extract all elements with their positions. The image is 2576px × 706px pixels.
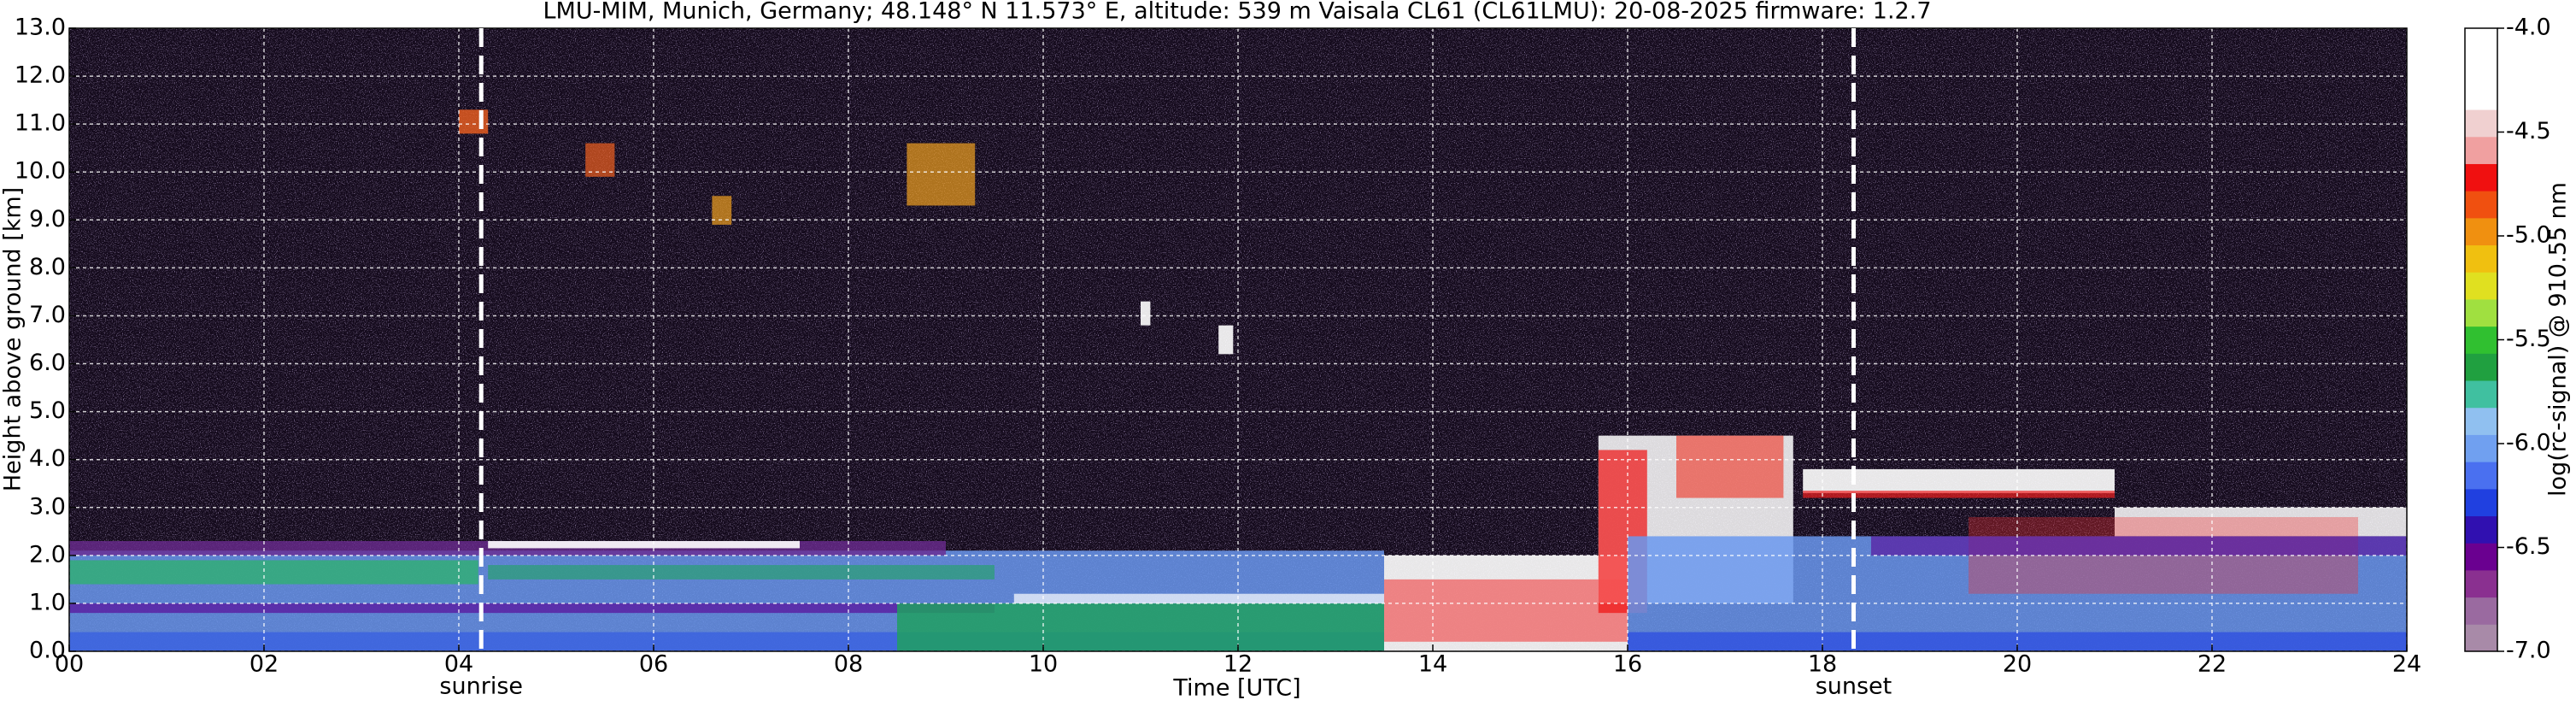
x-tick-label: 20 bbox=[2003, 651, 2032, 678]
y-tick-label: 4.0 bbox=[29, 445, 66, 472]
colorbar-tick-label: -6.5 bbox=[2506, 533, 2551, 560]
y-tick-label: 11.0 bbox=[15, 110, 66, 137]
cloud-layer bbox=[459, 109, 489, 134]
y-tick-label: 3.0 bbox=[29, 493, 66, 520]
y-tick-label: 13.0 bbox=[15, 15, 66, 41]
x-tick-label: 24 bbox=[2392, 651, 2421, 678]
cloud-layer bbox=[1384, 579, 1628, 642]
cloud-layer bbox=[712, 196, 732, 225]
x-axis-label: Time [UTC] bbox=[1172, 675, 1300, 702]
colorbar-tick-label: -5.5 bbox=[2506, 326, 2551, 352]
colorbar-segment bbox=[2465, 244, 2497, 273]
colorbar-segment bbox=[2465, 597, 2497, 625]
cloud-layer bbox=[1803, 468, 2115, 493]
cloud-layer bbox=[2115, 507, 2407, 537]
grid bbox=[68, 27, 2408, 652]
x-tick-label: 12 bbox=[1223, 651, 1253, 678]
chart-title: LMU-MIM, Munich, Germany; 48.148° N 11.5… bbox=[543, 0, 1931, 25]
colorbar-tick-label: -4.0 bbox=[2506, 15, 2551, 41]
colorbar-segment bbox=[2465, 353, 2497, 381]
y-tick-label: 8.0 bbox=[29, 254, 66, 280]
y-tick-label: 0.0 bbox=[29, 638, 66, 664]
colorbar-segment bbox=[2465, 217, 2497, 246]
x-tick-label: 06 bbox=[639, 651, 668, 678]
annotation-label: sunset bbox=[1816, 674, 1892, 700]
x-tick-label: 02 bbox=[249, 651, 279, 678]
cloud-layer bbox=[488, 541, 800, 549]
y-tick-label: 2.0 bbox=[29, 541, 66, 568]
cloud-layer bbox=[1013, 593, 1384, 603]
y-tick-label: 1.0 bbox=[29, 589, 66, 615]
x-tick-label: 10 bbox=[1029, 651, 1058, 678]
colorbar-segment bbox=[2465, 163, 2497, 191]
colorbar-segment bbox=[2465, 55, 2497, 83]
y-tick-label: 7.0 bbox=[29, 302, 66, 328]
x-tick-label: 14 bbox=[1418, 651, 1447, 678]
cloud-layer bbox=[69, 560, 478, 585]
colorbar-segment bbox=[2465, 434, 2497, 462]
colorbar-segment bbox=[2465, 298, 2497, 327]
cloud-layer bbox=[488, 565, 995, 580]
colorbar-segment bbox=[2465, 543, 2497, 571]
cloud-layer bbox=[69, 603, 995, 614]
x-tick-label: 18 bbox=[1808, 651, 1837, 678]
x-tick-label: 04 bbox=[444, 651, 473, 678]
colorbar-tick-label: -7.0 bbox=[2506, 638, 2551, 664]
cloud-layer bbox=[1676, 435, 1784, 498]
colorbar-segment bbox=[2465, 488, 2497, 517]
cloud-layer bbox=[585, 143, 615, 177]
y-tick-label: 5.0 bbox=[29, 397, 66, 424]
colorbar-segment bbox=[2465, 462, 2497, 490]
cloud-layer bbox=[907, 143, 976, 206]
colorbar-label: log(rc-signal) @ 910.55 nm bbox=[2545, 182, 2572, 497]
colorbar-segment bbox=[2465, 569, 2497, 598]
colorbar-segment bbox=[2465, 515, 2497, 544]
cloud-layer bbox=[1141, 301, 1151, 326]
cloud-layer bbox=[897, 603, 1384, 651]
colorbar-segment bbox=[2465, 82, 2497, 110]
x-tick-label: 08 bbox=[834, 651, 863, 678]
x-tick-label: 16 bbox=[1613, 651, 1642, 678]
colorbar-segment bbox=[2465, 191, 2497, 219]
annotation-label: sunrise bbox=[439, 674, 523, 700]
cloud-layer bbox=[1218, 325, 1234, 355]
colorbar-segment bbox=[2465, 380, 2497, 409]
colorbar-segment bbox=[2465, 624, 2497, 652]
colorbar-tick-label: -4.5 bbox=[2506, 118, 2551, 144]
colorbar-segment bbox=[2465, 272, 2497, 300]
colorbar-segment bbox=[2465, 28, 2497, 56]
cloud-layer bbox=[1803, 491, 2115, 498]
y-tick-label: 6.0 bbox=[29, 350, 66, 376]
y-tick-label: 10.0 bbox=[15, 158, 66, 185]
cloud-layer bbox=[1871, 536, 2407, 556]
y-tick-label: 9.0 bbox=[29, 206, 66, 232]
colorbar-segment bbox=[2465, 109, 2497, 138]
colorbar-tick-label: -5.0 bbox=[2506, 222, 2551, 249]
colorbar-segment bbox=[2465, 326, 2497, 354]
colorbar-segment bbox=[2465, 407, 2497, 435]
y-axis-label: Height above ground [km] bbox=[0, 187, 26, 491]
y-tick-label: 12.0 bbox=[15, 62, 66, 89]
x-tick-label: 22 bbox=[2198, 651, 2227, 678]
colorbar-segment bbox=[2465, 136, 2497, 164]
x-tick-label: 00 bbox=[55, 651, 84, 678]
colorbar-tick-label: -6.0 bbox=[2506, 430, 2551, 456]
